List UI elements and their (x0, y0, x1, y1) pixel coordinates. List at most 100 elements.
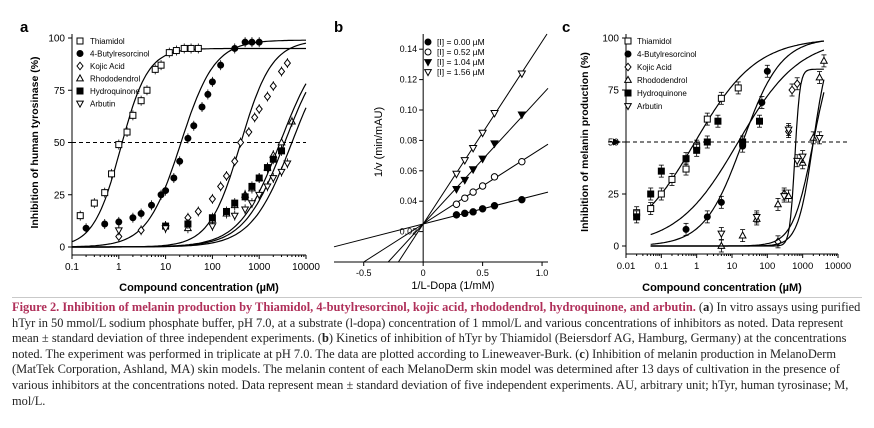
caption-c-label: c (579, 346, 585, 361)
panel-a-legend-label: Rhododendrol (90, 75, 140, 84)
panel-c-xtick-label: 1 (694, 261, 699, 272)
panel-a-point (101, 220, 109, 228)
panel-c-point (647, 205, 655, 213)
caption-b-text: Kinetics of inhibition of hTyr by Thiami… (12, 331, 847, 361)
panel-a-point (263, 91, 272, 102)
panel-a-point (114, 227, 123, 235)
panel-c-point (780, 193, 789, 201)
panel-b-point (469, 208, 477, 216)
panel-a-point (148, 201, 156, 209)
panel-c-point (693, 146, 701, 154)
panel-a-legend-marker (76, 61, 84, 71)
panel-b-point (490, 140, 499, 149)
panel-c-point (788, 85, 796, 95)
panel-a-xtick-label: 10000 (292, 262, 320, 273)
panel-a-point (115, 141, 123, 149)
panel-a-point (248, 38, 256, 46)
panel-a-ylabel: Inhibition of human tyrosinase (%) (29, 56, 41, 228)
panel-c-point (819, 56, 829, 64)
panel-c-ytick-label: 25 (608, 190, 620, 201)
panel-a-point (231, 156, 239, 166)
panel-a-point (90, 199, 98, 207)
panel-c-ylabel: Inhibition of melanin production (%) (579, 52, 591, 232)
panel-a-point (277, 137, 286, 146)
panel-a-point (277, 66, 286, 76)
panel-b-point (478, 182, 487, 190)
panel-c-letter: c (562, 19, 570, 36)
panel-c-point (682, 155, 690, 163)
panel-a-legend-marker (75, 100, 85, 109)
panel-a-point (161, 225, 170, 233)
panel-c-legend-marker (624, 62, 632, 72)
panel-a-point (101, 189, 109, 197)
panel-b-point (478, 155, 487, 164)
panel-a-ytick-label: 75 (54, 86, 66, 97)
panel-b-point (460, 157, 470, 166)
panel-b-xtick-label: 0.5 (476, 268, 489, 278)
panel-a-legend-label: Thiamidol (90, 37, 125, 46)
panel-a-point (222, 207, 230, 215)
caption-c-text: Inhibition of melanin production in Mela… (12, 346, 849, 408)
panel-a-xtick-label: 0.1 (65, 262, 79, 273)
panel-c-point (773, 199, 783, 208)
panel-b-ytick-label: 0.10 (400, 105, 418, 115)
panel-c-legend-label: Rhododendrol (637, 76, 687, 85)
panel-c-point (752, 213, 761, 222)
panel-c-point (633, 213, 641, 221)
panel-c-point (739, 138, 747, 146)
panel-a-point (240, 206, 250, 215)
panel-a-point (231, 199, 239, 207)
panel-c-ytick-label: 75 (608, 86, 620, 97)
panel-b-point (460, 176, 470, 185)
panel-c-legend-marker (623, 75, 633, 83)
panel-a-point (76, 212, 84, 220)
panel-a-legend-marker (76, 37, 84, 45)
panel-a-point (115, 231, 123, 242)
panel-a-point (236, 137, 245, 148)
panel-a-letter: a (20, 19, 29, 36)
panel-c-point (798, 153, 807, 162)
panel-b-point (490, 202, 499, 210)
panel-c-point (793, 79, 801, 89)
panel-a-point (269, 81, 277, 91)
panel-c-point (703, 115, 711, 123)
panel-b-xtick-label: 1.0 (536, 268, 549, 278)
panel-c-point (703, 138, 711, 146)
panel-c-curve (650, 92, 825, 247)
panel-c-xtick-label: 0.01 (617, 261, 636, 272)
panel-a-point (248, 182, 256, 190)
panel-b-point (461, 194, 469, 202)
panel-a-point (129, 214, 137, 222)
panel-b-point (517, 111, 527, 120)
panel-b-legend-marker (423, 69, 433, 77)
panel-a-point (137, 225, 145, 235)
panel-c-point (668, 175, 676, 183)
panel-c-point (815, 72, 824, 81)
panel-a-point (123, 128, 131, 136)
panel-b-point (468, 144, 478, 153)
panel-a-point (277, 168, 286, 177)
panel-b-legend-label: [I] = 0.52 µM (437, 47, 485, 57)
panel-a-point (184, 134, 192, 142)
panel-a-point (245, 127, 253, 137)
panel-a-curve (71, 39, 306, 248)
panel-a-xtick-label: 1 (116, 262, 122, 273)
panel-a-point (187, 44, 195, 52)
panel-c-point (714, 117, 722, 125)
panel-c-point (647, 190, 655, 198)
panel-c-legend-marker (624, 50, 632, 58)
caption-b-label: b (321, 331, 329, 346)
figure-caption: Figure 2. Inhibition of melanin producti… (12, 300, 861, 408)
panel-c-point (657, 190, 665, 198)
panel-b-point (490, 109, 499, 118)
panel-b-point (517, 70, 527, 79)
panel-c-point (703, 213, 711, 221)
panel-c-point (717, 230, 726, 239)
panel-b-point (518, 157, 526, 166)
panel-c-point (738, 230, 747, 239)
panel-a-ytick-label: 0 (59, 243, 65, 254)
panel-a-point (241, 38, 249, 46)
panel-c-point (793, 157, 802, 166)
panel-c-point (763, 67, 771, 75)
